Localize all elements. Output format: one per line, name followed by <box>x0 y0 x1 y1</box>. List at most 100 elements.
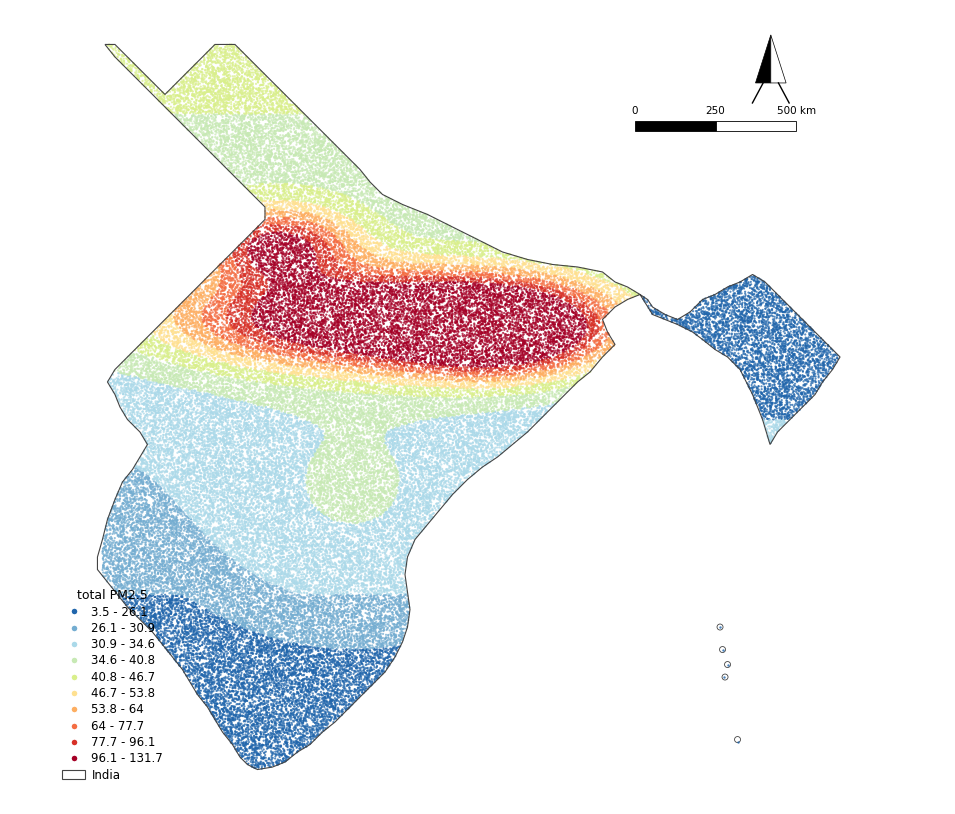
Point <box>271 365 286 379</box>
Point <box>183 98 199 112</box>
Point <box>244 230 259 243</box>
Point <box>335 536 350 549</box>
Point <box>240 490 255 503</box>
Point <box>291 419 307 432</box>
Point <box>152 546 167 559</box>
Point <box>376 484 392 497</box>
Point <box>274 336 289 349</box>
Point <box>246 395 262 408</box>
Point <box>255 716 270 729</box>
Point <box>369 330 384 344</box>
Point <box>414 357 429 370</box>
Point <box>168 317 183 330</box>
Point <box>177 654 192 667</box>
Point <box>294 684 309 697</box>
Point <box>554 330 569 343</box>
Point <box>110 547 125 560</box>
Point <box>482 396 498 409</box>
Point <box>292 665 308 678</box>
Point <box>251 650 266 663</box>
Point <box>192 287 207 300</box>
Point <box>350 168 366 182</box>
Point <box>393 550 408 563</box>
Point <box>212 44 227 57</box>
Point <box>391 552 406 565</box>
Point <box>434 466 449 479</box>
Point <box>314 497 329 510</box>
Point <box>315 472 330 485</box>
Point <box>125 406 140 419</box>
Point <box>167 313 182 326</box>
Point <box>481 358 497 371</box>
Point <box>267 317 283 330</box>
Point <box>143 482 159 495</box>
Point <box>297 534 312 547</box>
Point <box>258 207 273 220</box>
Point <box>426 378 441 391</box>
Point <box>330 300 346 313</box>
Point <box>588 338 604 351</box>
Point <box>284 307 299 320</box>
Point <box>354 269 370 282</box>
Point <box>267 345 283 358</box>
Point <box>532 383 547 396</box>
Point <box>490 438 505 451</box>
Point <box>303 438 318 451</box>
Point <box>450 276 465 289</box>
Point <box>464 371 479 384</box>
Point <box>505 395 520 408</box>
Point <box>366 630 381 643</box>
Point <box>281 645 296 658</box>
Point <box>528 413 543 426</box>
Point <box>199 620 214 633</box>
Point <box>232 354 247 367</box>
Point <box>312 576 328 589</box>
Point <box>341 634 356 647</box>
Point <box>379 439 394 452</box>
Point <box>264 206 279 219</box>
Point <box>179 510 194 523</box>
Point <box>289 156 305 169</box>
Point <box>456 438 472 451</box>
Point <box>302 211 317 224</box>
Point <box>456 379 472 392</box>
Point <box>753 286 769 299</box>
Point <box>417 422 433 435</box>
Point <box>332 422 348 435</box>
Point <box>533 408 548 421</box>
Point <box>356 538 371 551</box>
Point <box>230 383 245 396</box>
Point <box>410 328 425 341</box>
Point <box>337 194 352 207</box>
Point <box>302 248 317 261</box>
Point <box>256 730 271 743</box>
Point <box>755 369 771 382</box>
Point <box>215 575 230 589</box>
Point <box>357 316 372 329</box>
Point <box>263 392 278 405</box>
Point <box>327 161 342 174</box>
Point <box>375 641 391 654</box>
Point <box>441 233 456 246</box>
Point <box>478 411 494 424</box>
Point <box>734 296 750 309</box>
Point <box>512 295 527 308</box>
Point <box>189 337 204 350</box>
Point <box>396 392 412 405</box>
Point <box>216 349 231 362</box>
Point <box>249 700 265 713</box>
Point <box>728 295 743 309</box>
Point <box>315 401 330 414</box>
Point <box>227 700 243 713</box>
Point <box>231 490 246 503</box>
Point <box>552 361 567 374</box>
Point <box>251 634 266 647</box>
Point <box>429 392 444 405</box>
Point <box>401 247 416 260</box>
Point <box>262 641 277 654</box>
Point <box>496 331 511 344</box>
Point <box>306 125 321 138</box>
Point <box>252 676 267 689</box>
Point <box>461 284 477 297</box>
Point <box>242 627 257 640</box>
